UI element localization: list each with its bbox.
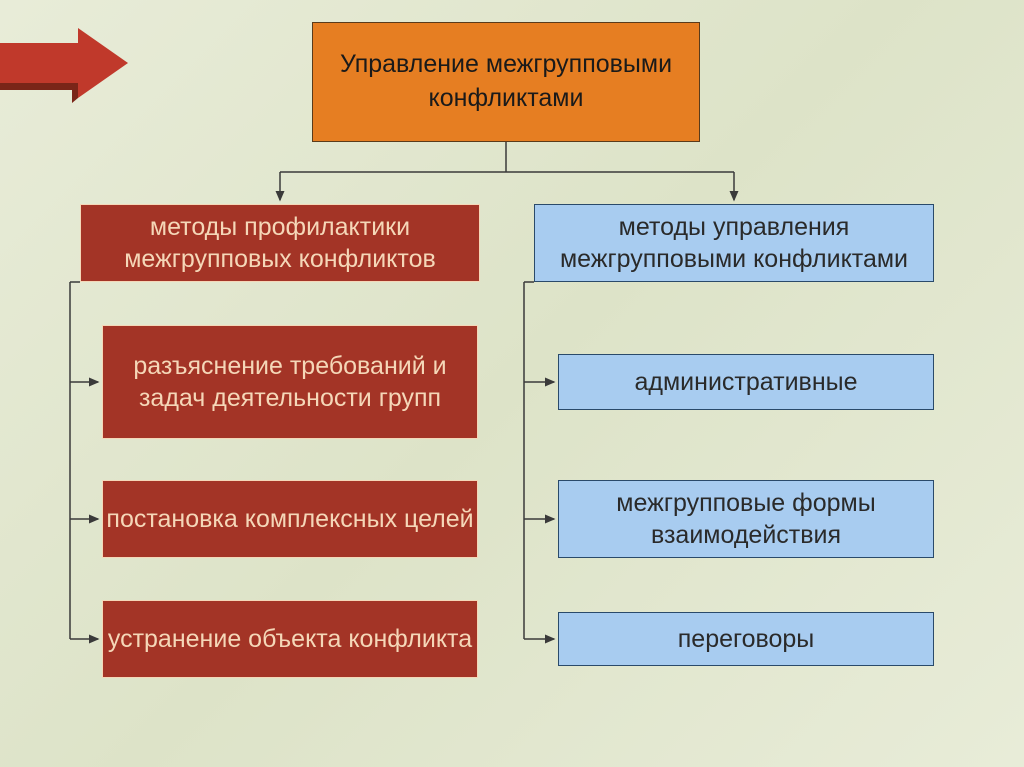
item-label: административные xyxy=(635,366,858,399)
item-box: переговоры xyxy=(558,612,934,666)
item-box: постановка комплексных целей xyxy=(102,480,478,558)
item-box: межгрупповые формы взаимодействия xyxy=(558,480,934,558)
item-label: переговоры xyxy=(678,623,815,656)
right-category: методы управления межгрупповыми конфликт… xyxy=(534,204,934,282)
item-label: межгрупповые формы взаимодействия xyxy=(559,487,933,552)
right-category-label: методы управления межгрупповыми конфликт… xyxy=(535,211,933,276)
item-box: административные xyxy=(558,354,934,410)
item-box: устранение объекта конфликта xyxy=(102,600,478,678)
item-label: разъяснение требований и задач деятельно… xyxy=(103,350,477,415)
item-label: постановка комплексных целей xyxy=(106,503,473,536)
arrow-icon xyxy=(0,28,130,108)
root-label: Управление межгрупповыми конфликтами xyxy=(313,48,699,116)
left-category: методы профилактики межгрупповых конфлик… xyxy=(80,204,480,282)
item-box: разъяснение требований и задач деятельно… xyxy=(102,325,478,439)
left-category-label: методы профилактики межгрупповых конфлик… xyxy=(81,211,479,276)
root-node: Управление межгрупповыми конфликтами xyxy=(312,22,700,142)
item-label: устранение объекта конфликта xyxy=(108,623,472,656)
